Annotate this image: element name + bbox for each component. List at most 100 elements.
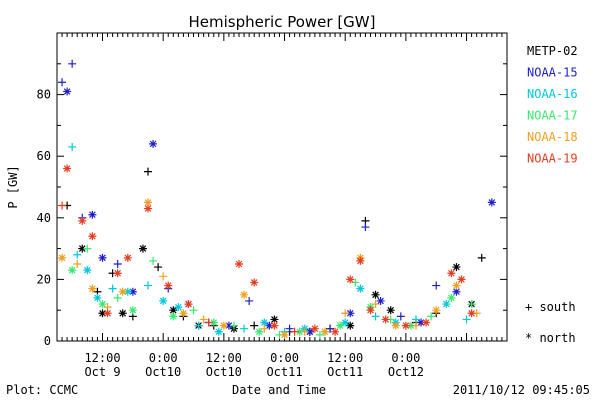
data-point-metp-02 — [138, 244, 147, 253]
data-point-noaa-16 — [442, 300, 451, 309]
data-point-metp-02 — [250, 321, 259, 330]
data-point-noaa-17 — [209, 318, 218, 327]
data-point-noaa-19 — [290, 327, 299, 336]
legend-entry-noaa-18: NOAA-18 — [527, 130, 578, 144]
data-point-noaa-19 — [467, 309, 476, 318]
legend-entry-noaa-16: NOAA-16 — [527, 87, 578, 101]
data-point-noaa-18 — [58, 253, 67, 262]
data-point-noaa-19 — [356, 256, 365, 265]
marker-legend-south: + south — [525, 300, 576, 314]
data-point-noaa-18 — [260, 324, 269, 333]
data-point-noaa-15 — [128, 287, 137, 296]
data-point-noaa-17 — [128, 306, 137, 315]
data-point-noaa-15 — [98, 253, 107, 262]
data-point-noaa-15 — [113, 260, 122, 268]
data-point-metp-02 — [169, 306, 178, 315]
data-point-noaa-16 — [462, 315, 471, 324]
data-point-noaa-15 — [432, 281, 441, 290]
data-point-noaa-15 — [68, 59, 77, 68]
data-point-noaa-16 — [159, 296, 168, 305]
y-axis: 0 20 40 60 80 — [37, 63, 507, 348]
data-point-noaa-19 — [88, 232, 97, 241]
data-point-noaa-19 — [103, 309, 112, 318]
data-point-metp-02 — [270, 315, 279, 324]
data-point-noaa-15 — [346, 309, 355, 318]
data-point-noaa-17 — [295, 327, 304, 336]
y-axis-label: P [GW] — [6, 165, 20, 208]
data-point-noaa-19 — [78, 216, 87, 225]
y-tick-label: 20 — [37, 272, 51, 286]
data-point-metp-02 — [144, 167, 153, 176]
legend-entry-metp-02: METP-02 — [527, 44, 578, 58]
data-point-noaa-18 — [320, 327, 329, 336]
data-point-metp-02 — [346, 321, 355, 330]
data-point-noaa-19 — [366, 306, 375, 315]
data-point-noaa-18 — [452, 281, 461, 290]
x-tick-label-time: 0:00 — [149, 351, 178, 365]
marker-legend: + south * north — [525, 300, 576, 345]
chart-title: Hemispheric Power [GW] — [189, 13, 376, 31]
data-point-noaa-16 — [144, 281, 153, 290]
data-point-noaa-19 — [235, 260, 244, 268]
data-point-noaa-17 — [149, 256, 158, 265]
data-point-noaa-19 — [123, 253, 132, 262]
data-point-noaa-19 — [250, 278, 259, 287]
data-point-noaa-15 — [396, 312, 405, 321]
data-point-noaa-17 — [447, 293, 456, 302]
data-point-noaa-16 — [93, 293, 102, 302]
data-point-metp-02 — [452, 263, 461, 272]
data-point-noaa-17 — [336, 321, 345, 330]
data-point-noaa-15 — [487, 198, 496, 207]
data-point-noaa-19 — [144, 204, 153, 213]
data-point-noaa-18 — [118, 287, 127, 296]
data-point-noaa-17 — [189, 306, 198, 315]
y-tick-label: 80 — [37, 88, 51, 102]
data-point-noaa-17 — [98, 300, 107, 309]
data-point-noaa-19 — [58, 201, 67, 210]
data-point-noaa-15 — [285, 324, 294, 333]
data-point-metp-02 — [386, 306, 395, 315]
data-point-noaa-17 — [169, 312, 178, 321]
data-point-noaa-16 — [83, 266, 92, 275]
x-tick-label-date: Oct10 — [206, 365, 242, 379]
legend-entry-noaa-15: NOAA-15 — [527, 66, 578, 80]
data-point-noaa-17 — [113, 293, 122, 302]
marker-legend-north: * north — [525, 331, 576, 345]
data-point-noaa-16 — [356, 284, 365, 293]
data-point-noaa-19 — [422, 318, 431, 327]
data-point-noaa-19 — [204, 318, 213, 327]
data-point-noaa-18 — [219, 321, 228, 330]
data-point-noaa-19 — [346, 275, 355, 284]
data-point-noaa-16 — [73, 250, 82, 259]
x-tick-label-date: Oct10 — [145, 365, 181, 379]
data-point-noaa-15 — [88, 210, 97, 219]
x-tick-label-time: 0:00 — [270, 351, 299, 365]
data-point-noaa-18 — [144, 198, 153, 207]
plot-timestamp: 2011/10/12 09:45:05 — [453, 383, 590, 397]
data-point-noaa-19 — [63, 164, 72, 173]
data-point-noaa-18 — [159, 272, 168, 281]
data-point-noaa-16 — [68, 142, 77, 151]
data-point-noaa-19 — [457, 275, 466, 284]
data-point-noaa-16 — [174, 303, 183, 312]
data-point-metp-02 — [154, 263, 163, 272]
data-point-noaa-19 — [184, 300, 193, 309]
data-point-metp-02 — [371, 290, 380, 299]
legend-entry-noaa-17: NOAA-17 — [527, 109, 578, 123]
plot-source: Plot: CCMC — [6, 383, 78, 397]
legend-entry-noaa-19: NOAA-19 — [527, 152, 578, 166]
data-point-noaa-16 — [341, 318, 350, 327]
data-point-noaa-16 — [108, 284, 117, 293]
data-point-metp-02 — [118, 309, 127, 318]
plot-frame — [56, 32, 508, 342]
y-tick-label: 40 — [37, 211, 51, 225]
data-point-noaa-16 — [194, 321, 203, 330]
data-point-noaa-17 — [229, 321, 238, 330]
data-point-noaa-17 — [68, 266, 77, 275]
data-point-noaa-18 — [88, 284, 97, 293]
data-point-noaa-16 — [371, 312, 380, 321]
data-point-noaa-18 — [371, 300, 380, 309]
data-point-noaa-15 — [224, 321, 233, 330]
data-point-noaa-17 — [427, 312, 436, 321]
x-tick-label-date: Oct11 — [327, 365, 363, 379]
